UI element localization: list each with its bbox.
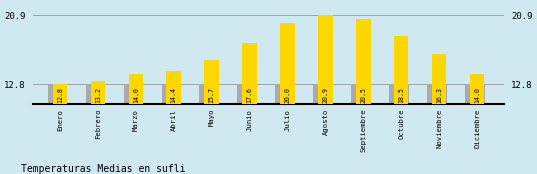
Bar: [275, 84, 295, 104]
Text: 14.4: 14.4: [171, 86, 177, 102]
Text: 12.8: 12.8: [57, 86, 63, 102]
Bar: [427, 84, 447, 104]
Bar: [48, 84, 68, 104]
Bar: [91, 81, 105, 104]
Bar: [356, 19, 371, 104]
Bar: [166, 71, 181, 104]
Bar: [389, 84, 409, 104]
Bar: [162, 84, 182, 104]
Bar: [470, 74, 484, 104]
Bar: [86, 84, 105, 104]
Bar: [318, 15, 332, 104]
Text: 14.0: 14.0: [474, 86, 480, 102]
Text: 20.0: 20.0: [285, 86, 291, 102]
Bar: [53, 84, 67, 104]
Bar: [432, 54, 446, 104]
Bar: [242, 43, 257, 104]
Bar: [313, 84, 333, 104]
Bar: [205, 60, 219, 104]
Bar: [128, 74, 143, 104]
Bar: [237, 84, 257, 104]
Text: 14.0: 14.0: [133, 86, 139, 102]
Bar: [394, 36, 409, 104]
Text: 20.5: 20.5: [360, 86, 366, 102]
Text: Temperaturas Medias en sufli: Temperaturas Medias en sufli: [21, 164, 186, 174]
Text: 17.6: 17.6: [246, 86, 252, 102]
Text: 18.5: 18.5: [398, 86, 404, 102]
Text: 20.9: 20.9: [322, 86, 329, 102]
Bar: [351, 84, 371, 104]
Text: 15.7: 15.7: [208, 86, 215, 102]
Text: 16.3: 16.3: [436, 86, 442, 102]
Text: 13.2: 13.2: [95, 86, 101, 102]
Bar: [199, 84, 219, 104]
Bar: [465, 84, 485, 104]
Bar: [124, 84, 143, 104]
Bar: [280, 23, 295, 104]
